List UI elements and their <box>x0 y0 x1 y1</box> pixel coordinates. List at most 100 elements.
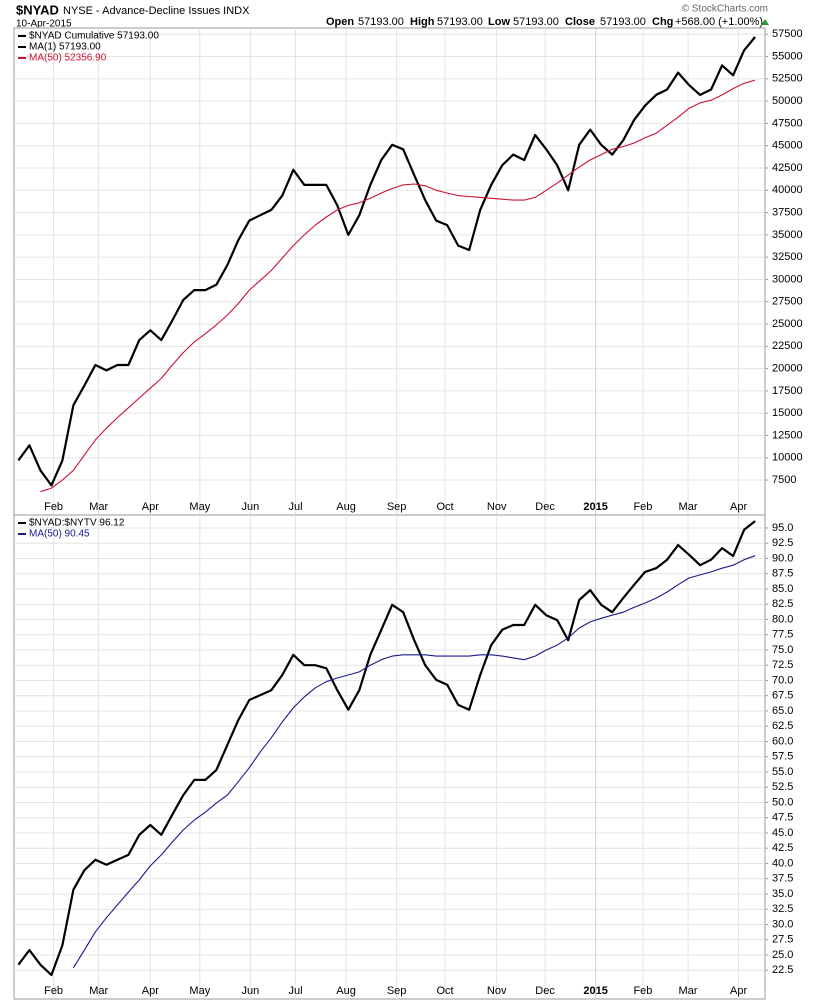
x-tick-label: Mar <box>679 985 698 997</box>
legend-label: MA(1) 57193.00 <box>29 42 101 53</box>
x-tick-label: Feb <box>633 985 652 997</box>
x-tick-label: 2015 <box>583 501 607 513</box>
series-line <box>72 555 756 969</box>
y-tick-label: 80.0 <box>772 613 793 625</box>
series-line <box>17 36 756 487</box>
y-tick-label: 32500 <box>772 251 803 263</box>
y-tick-label: 27500 <box>772 296 803 308</box>
x-tick-label: Nov <box>487 501 507 513</box>
y-tick-label: 47.5 <box>772 812 793 824</box>
y-tick-label: 50.0 <box>772 796 793 808</box>
x-tick-label: Dec <box>535 501 555 513</box>
y-tick-label: 25.0 <box>772 949 793 961</box>
y-tick-label: 62.5 <box>772 720 793 732</box>
y-tick-label: 20000 <box>772 363 803 375</box>
legend-label: $NYAD:$NYTV 96.12 <box>29 518 125 529</box>
x-tick-label: Aug <box>336 501 356 513</box>
open-value: 57193.00 <box>358 16 404 28</box>
high-label: High <box>410 16 435 28</box>
open-label: Open <box>326 16 354 28</box>
x-tick-label: Sep <box>387 985 407 997</box>
y-tick-label: 22500 <box>772 340 803 352</box>
y-tick-label: 82.5 <box>772 598 793 610</box>
y-tick-label: 92.5 <box>772 537 793 549</box>
change-value: +568.00 (+1.00%) <box>675 16 763 28</box>
y-tick-label: 35.0 <box>772 888 793 900</box>
y-tick-label: 30.0 <box>772 918 793 930</box>
x-tick-label: Dec <box>535 985 555 997</box>
y-tick-label: 75.0 <box>772 644 793 656</box>
series-line <box>40 79 756 493</box>
y-tick-label: 60.0 <box>772 735 793 747</box>
x-tick-label: Feb <box>44 985 63 997</box>
y-tick-label: 55000 <box>772 50 803 62</box>
change-label: Chg <box>652 16 673 28</box>
y-tick-label: 52.5 <box>772 781 793 793</box>
symbol: $NYAD <box>16 2 59 17</box>
y-tick-label: 77.5 <box>772 629 793 641</box>
x-tick-label: Apr <box>730 985 747 997</box>
x-tick-label: Mar <box>89 985 108 997</box>
y-tick-label: 55.0 <box>772 766 793 778</box>
y-tick-label: 22.5 <box>772 964 793 976</box>
x-tick-label: Feb <box>44 501 63 513</box>
legend-label: $NYAD Cumulative 57193.00 <box>29 31 159 42</box>
up-arrow <box>761 19 769 25</box>
x-tick-label: May <box>189 501 210 513</box>
x-tick-label: Mar <box>679 501 698 513</box>
y-tick-label: 7500 <box>772 474 796 486</box>
y-tick-label: 42.5 <box>772 842 793 854</box>
legend-label: MA(50) 52356.90 <box>29 53 107 64</box>
description: NYSE - Advance-Decline Issues INDX <box>63 5 250 17</box>
y-tick-label: 95.0 <box>772 522 793 534</box>
y-tick-label: 87.5 <box>772 568 793 580</box>
y-tick-label: 35000 <box>772 229 803 241</box>
x-tick-label: Jul <box>288 985 302 997</box>
y-tick-label: 12500 <box>772 429 803 441</box>
x-tick-label: Apr <box>142 501 159 513</box>
x-tick-label: May <box>189 985 210 997</box>
y-tick-label: 32.5 <box>772 903 793 915</box>
y-tick-label: 65.0 <box>772 705 793 717</box>
y-tick-label: 47500 <box>772 117 803 129</box>
y-tick-label: 40.0 <box>772 857 793 869</box>
x-tick-label: Jun <box>242 501 260 513</box>
y-tick-label: 85.0 <box>772 583 793 595</box>
y-tick-label: 30000 <box>772 273 803 285</box>
x-tick-label: Apr <box>730 501 747 513</box>
date: 10-Apr-2015 <box>16 19 72 30</box>
close-value: 57193.00 <box>600 16 646 28</box>
high-value: 57193.00 <box>437 16 483 28</box>
y-tick-label: 57500 <box>772 28 803 40</box>
x-tick-label: Nov <box>487 985 507 997</box>
y-tick-label: 57.5 <box>772 751 793 763</box>
y-tick-label: 50000 <box>772 95 803 107</box>
y-tick-label: 90.0 <box>772 552 793 564</box>
y-tick-label: 42500 <box>772 162 803 174</box>
y-tick-label: 70.0 <box>772 674 793 686</box>
series-line <box>17 520 756 977</box>
x-tick-label: 2015 <box>583 985 607 997</box>
y-tick-label: 37.5 <box>772 873 793 885</box>
copyright: © StockCharts.com <box>682 4 768 15</box>
y-tick-label: 37500 <box>772 206 803 218</box>
y-tick-label: 10000 <box>772 452 803 464</box>
y-tick-label: 45000 <box>772 140 803 152</box>
x-tick-label: Feb <box>633 501 652 513</box>
y-tick-label: 45.0 <box>772 827 793 839</box>
x-tick-label: Sep <box>387 501 407 513</box>
x-tick-label: Jun <box>242 985 260 997</box>
y-tick-label: 15000 <box>772 407 803 419</box>
y-tick-label: 40000 <box>772 184 803 196</box>
x-tick-label: Apr <box>142 985 159 997</box>
low-value: 57193.00 <box>513 16 559 28</box>
y-tick-label: 25000 <box>772 318 803 330</box>
low-label: Low <box>488 16 510 28</box>
x-tick-label: Jul <box>288 501 302 513</box>
x-tick-label: Mar <box>89 501 108 513</box>
x-tick-label: Oct <box>436 501 453 513</box>
y-tick-label: 67.5 <box>772 690 793 702</box>
close-label: Close <box>565 16 595 28</box>
